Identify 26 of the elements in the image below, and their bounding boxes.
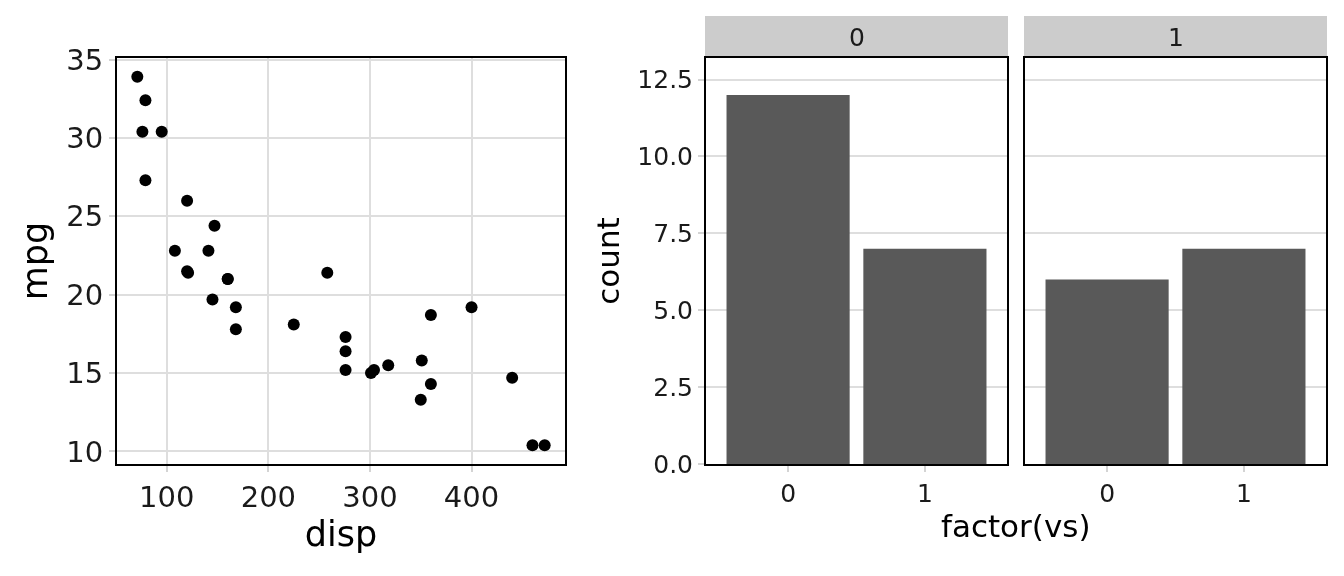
chart-title: 0 <box>849 23 865 52</box>
x-tick-label: 0 <box>1099 479 1116 508</box>
y-tick-label: 30 <box>66 121 104 156</box>
chart-title: 1 <box>1168 23 1184 52</box>
y-tick-label: 12.5 <box>637 65 693 95</box>
x-tick-label: 100 <box>139 479 195 514</box>
y-tick-label: 15 <box>66 356 104 391</box>
x-tick-label: 1 <box>916 479 933 508</box>
x-axis-title: disp <box>304 513 378 554</box>
y-tick-label: 7.5 <box>653 219 693 249</box>
y-tick-label: 0.0 <box>653 449 693 479</box>
y-axis-title: mpg <box>15 221 56 301</box>
y-tick-label: 20 <box>66 277 104 312</box>
y-tick-label: 10.0 <box>637 142 693 172</box>
x-tick-label: 300 <box>342 479 398 514</box>
y-tick-label: 35 <box>66 42 104 77</box>
y-axis-title: count <box>590 217 627 305</box>
y-tick-label: 25 <box>66 199 104 234</box>
y-tick-label: 10 <box>66 434 104 469</box>
y-tick-label: 2.5 <box>653 372 693 402</box>
x-tick-label: 400 <box>443 479 500 514</box>
x-tick-label: 0 <box>780 479 797 508</box>
x-tick-label: 1 <box>1235 479 1252 508</box>
x-tick-label: 200 <box>240 479 297 514</box>
x-axis-title: factor(vs) <box>941 508 1091 544</box>
y-tick-label: 5.0 <box>653 295 693 325</box>
